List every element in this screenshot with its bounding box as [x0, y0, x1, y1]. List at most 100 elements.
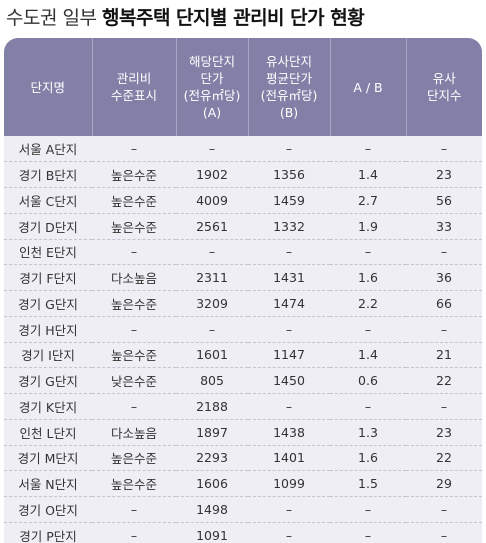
cell-avg-price-b: – [248, 393, 330, 420]
cell-avg-price-b: – [248, 316, 330, 343]
cell-similar-count: – [406, 136, 482, 163]
cell-unit-price-a: 1601 [176, 342, 248, 369]
cell-similar-count: – [440, 527, 448, 543]
cell-unit-price-a: 2188 [176, 393, 248, 420]
cell-avg-price-b: – [248, 496, 330, 523]
table-row: 경기 P단지 – 1091 – – – [4, 522, 482, 543]
cell-ratio-ab: 1.9 [330, 213, 406, 240]
header-line: 평균단가 [265, 71, 312, 86]
cell-complex-name: 경기 O단지 [4, 496, 92, 523]
cell-fee-level: – [92, 316, 176, 343]
cell-ratio-ab: – [330, 393, 406, 420]
cell-avg-price-b: – [285, 527, 293, 543]
data-table: 단지명 관리비 수준표시 해당단지 단가 (전유㎡당) (A) 유사단지 평균단가 (전유㎡당) (… [4, 38, 482, 543]
cell-ratio-ab: 1.5 [330, 470, 406, 497]
cell-complex-name: 경기 G단지 [4, 290, 92, 317]
cell-fee-level: 높은수준 [92, 161, 176, 188]
cell-similar-count: 29 [406, 470, 482, 497]
cell-ratio-ab: 1.4 [330, 161, 406, 188]
header-line: A / B [353, 79, 383, 95]
table-row: 경기 G단지 낮은수준 805 1450 0.6 22 [4, 367, 482, 394]
title-light: 수도권 일부 [6, 7, 97, 29]
cell-unit-price-a: 1902 [176, 161, 248, 188]
cell-unit-price-a: 4009 [176, 187, 248, 214]
cell-complex-name: 경기 P단지 [19, 528, 77, 543]
cell-ratio-ab: 2.7 [330, 187, 406, 214]
cell-similar-count: – [406, 239, 482, 266]
cell-unit-price-a: 1606 [176, 470, 248, 497]
cell-unit-price-a: 1091 [196, 527, 228, 543]
cell-complex-name: 경기 B단지 [4, 161, 92, 188]
header-line: (B) [279, 105, 299, 120]
cell-complex-name: 경기 K단지 [4, 393, 92, 420]
cell-ratio-ab: 0.6 [330, 367, 406, 394]
cell-fee-level: 높은수준 [92, 445, 176, 472]
table-row: 서울 N단지 높은수준 1606 1099 1.5 29 [4, 470, 482, 497]
cell-ratio-ab: 1.6 [330, 445, 406, 472]
cell-complex-name: 인천 E단지 [4, 239, 92, 266]
cell-avg-price-b: 1450 [248, 367, 330, 394]
table-row: 인천 E단지 – – – – – [4, 239, 482, 266]
cell-similar-count: 22 [406, 367, 482, 394]
cell-complex-name: 경기 D단지 [4, 213, 92, 240]
cell-complex-name: 경기 I단지 [4, 342, 92, 369]
table-row: 서울 A단지 – – – – – [4, 136, 482, 163]
header-line: 해당단지 [188, 54, 235, 69]
cell-ratio-ab: 1.6 [330, 264, 406, 291]
cell-ratio-ab: 2.2 [330, 290, 406, 317]
table-row: 경기 D단지 높은수준 2561 1332 1.9 33 [4, 213, 482, 240]
cell-unit-price-a: 2293 [176, 445, 248, 472]
cell-avg-price-b: – [248, 136, 330, 163]
cell-fee-level: 낮은수준 [92, 367, 176, 394]
cell-similar-count: – [406, 316, 482, 343]
table-row: 인천 L단지 다소높음 1897 1438 1.3 23 [4, 419, 482, 446]
header-line: 수준표시 [110, 88, 157, 103]
header-line: 관리비 [116, 71, 152, 86]
cell-similar-count: 21 [406, 342, 482, 369]
cell-fee-level: – [92, 136, 176, 163]
cell-complex-name: 서울 N단지 [4, 470, 92, 497]
table-row: 서울 C단지 높은수준 4009 1459 2.7 56 [4, 187, 482, 214]
cell-fee-level: – [92, 496, 176, 523]
header-line: (전유㎡당) [260, 88, 318, 103]
cell-unit-price-a: 805 [176, 367, 248, 394]
header-line: (전유㎡당) [183, 88, 241, 103]
cell-avg-price-b: – [248, 239, 330, 266]
table-body: 서울 A단지 – – – – – 경기 B단지 높은수준 1902 1356 1.4 23 서울 C단지… [4, 136, 482, 543]
header-complex-name: 단지명 [4, 38, 92, 136]
cell-avg-price-b: 1332 [248, 213, 330, 240]
table-row: 경기 B단지 높은수준 1902 1356 1.4 23 [4, 161, 482, 188]
cell-complex-name: 경기 F단지 [4, 264, 92, 291]
cell-similar-count: 66 [406, 290, 482, 317]
header-avg-price-b: 유사단지 평균단가 (전유㎡당) (B) [247, 38, 330, 136]
cell-ratio-ab: – [330, 496, 406, 523]
cell-complex-name: 서울 A단지 [4, 136, 92, 163]
header-ratio-ab: A / B [329, 38, 406, 136]
title-bold: 행복주택 단지별 관리비 단가 현황 [102, 7, 365, 29]
cell-avg-price-b: 1431 [248, 264, 330, 291]
cell-similar-count: 56 [406, 187, 482, 214]
cell-avg-price-b: 1438 [248, 419, 330, 446]
cell-fee-level: 높은수준 [92, 187, 176, 214]
cell-ratio-ab: 1.4 [330, 342, 406, 369]
cell-fee-level: – [130, 527, 138, 543]
cell-fee-level: 높은수준 [92, 470, 176, 497]
cell-complex-name: 경기 M단지 [4, 445, 92, 472]
table-row: 경기 G단지 높은수준 3209 1474 2.2 66 [4, 290, 482, 317]
table-row: 경기 I단지 높은수준 1601 1147 1.4 21 [4, 342, 482, 369]
page-title: 수도권 일부 행복주택 단지별 관리비 단가 현황 [6, 4, 365, 32]
header-line: (A) [202, 105, 222, 120]
table-row: 경기 O단지 –1498– – – [4, 496, 482, 523]
table-row: 경기 F단지 다소높음 2311 1431 1.6 36 [4, 264, 482, 291]
cell-unit-price-a: 1897 [176, 419, 248, 446]
cell-complex-name: 경기 G단지 [4, 367, 92, 394]
cell-unit-price-a: 3209 [176, 290, 248, 317]
cell-avg-price-b: 1401 [248, 445, 330, 472]
cell-avg-price-b: 1474 [248, 290, 330, 317]
cell-unit-price-a: 1498 [176, 496, 248, 523]
cell-complex-name: 인천 L단지 [4, 419, 92, 446]
cell-avg-price-b: 1099 [248, 470, 330, 497]
cell-complex-name: 경기 H단지 [4, 316, 92, 343]
cell-avg-price-b: 1147 [248, 342, 330, 369]
